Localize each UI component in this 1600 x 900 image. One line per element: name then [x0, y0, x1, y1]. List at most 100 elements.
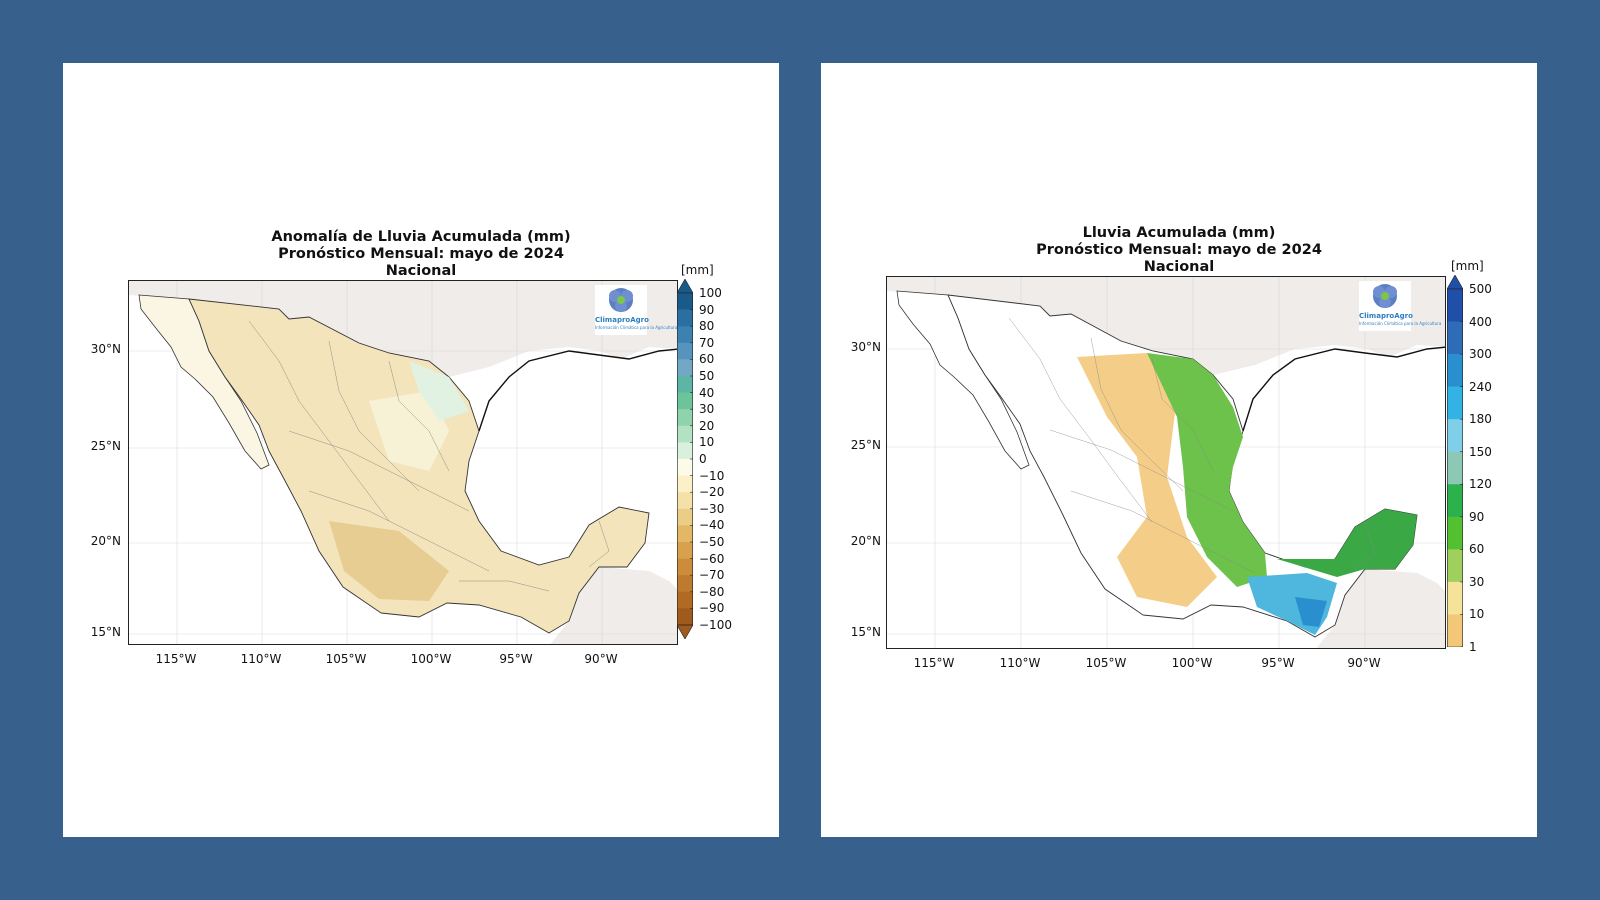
lon-tick: 100°W [410, 652, 452, 666]
lon-tick: 95°W [1261, 656, 1295, 670]
colorbar-segment [677, 442, 693, 460]
colorbar-tick-label: −50 [699, 535, 725, 549]
logo-subtitle: Información Climática para la Agricultur… [595, 325, 678, 330]
colorbar-tick-label: 90 [1469, 509, 1485, 524]
colorbar-tick-label: 30 [1469, 574, 1485, 589]
anomaly-map-svg [129, 281, 677, 644]
colorbar-segment [677, 525, 693, 543]
colorbar-segment [677, 293, 693, 310]
lon-tick: 100°W [1171, 656, 1213, 670]
colorbar-tick-label: 240 [1469, 379, 1492, 394]
colorbar-segment [1447, 516, 1463, 550]
colorbar-tick-label: −40 [699, 518, 725, 533]
lat-tick: 30°N [90, 342, 121, 356]
usa-landmass [129, 281, 677, 377]
anomaly-neutral-region [369, 391, 449, 471]
colorbar-segment [677, 558, 693, 576]
logo-text: ClimaproAgro [595, 316, 649, 324]
colorbar-segment [677, 376, 693, 393]
yucatan-rain-region [1277, 509, 1417, 577]
anomaly-dry-region [329, 521, 449, 601]
rain-10-30-region [1077, 353, 1217, 607]
colorbar-tick-label: −10 [699, 468, 725, 483]
colorbar-tick-label: −30 [699, 501, 725, 516]
colorbar-tick-label: 60 [1469, 542, 1485, 557]
colorbar-segment [677, 492, 693, 510]
colorbar-tick-label: 40 [699, 385, 715, 400]
colorbar-segment [677, 475, 693, 493]
colorbar-segment [677, 359, 693, 377]
map-title-line-2: Pronóstico Mensual: mayo de 2024 [278, 246, 564, 262]
us-gulf-coastline [478, 348, 677, 432]
colorbar-segment [677, 459, 693, 476]
colorbar-segment [677, 392, 693, 410]
colorbar-tick-label: 70 [699, 335, 715, 350]
rainfall-colorbar [1447, 275, 1463, 647]
colorbar-tick-label: 150 [1469, 444, 1492, 459]
colorbar-tick-label: 500 [1469, 282, 1492, 296]
colorbar-segment [1447, 354, 1463, 387]
colorbar-segment [1447, 386, 1463, 420]
map-title-line-1: Anomalía de Lluvia Acumulada (mm) [271, 229, 571, 245]
anomaly-map: ClimaproAgro Información Climática para … [128, 280, 678, 645]
map-title-line-1: Lluvia Acumulada (mm) [1082, 225, 1276, 241]
rainfall-map-svg [887, 277, 1445, 648]
colorbar-tick-label: 180 [1469, 412, 1492, 427]
rain-240-400-region [1295, 597, 1327, 627]
anomaly-colorbar [677, 279, 693, 639]
colorbar-segment [677, 326, 693, 344]
colorbar-tick-label: 300 [1469, 347, 1492, 362]
colorbar-tick-label: −70 [699, 568, 725, 583]
lon-tick: 110°W [999, 656, 1041, 670]
colorbar-segment [1447, 549, 1463, 583]
us-gulf-coastline [1242, 346, 1445, 432]
colorbar-unit: [mm] [1451, 259, 1484, 273]
lon-tick: 95°W [499, 652, 533, 666]
colorbar-top-arrow [677, 279, 693, 294]
anomaly-wet-region [409, 361, 469, 421]
colorbar-unit: [mm] [681, 263, 714, 277]
colorbar-segment [1447, 614, 1463, 647]
lon-tick: 105°W [1085, 656, 1127, 670]
colorbar-segment [677, 542, 693, 559]
colorbar-segment [1447, 289, 1463, 322]
colorbar-tick-label: −60 [699, 551, 725, 566]
map-title-line-3: Nacional [385, 263, 457, 279]
colorbar-segment [677, 425, 693, 443]
lat-tick: 20°N [850, 534, 881, 548]
anomaly-map-panel: Anomalía de Lluvia Acumulada (mm) Pronós… [63, 63, 779, 837]
rainfall-map: ClimaproAgro Información Climática para … [886, 276, 1446, 649]
lon-tick: 110°W [240, 652, 282, 666]
colorbar-segment [677, 508, 693, 526]
colorbar-tick-label: 0 [699, 452, 707, 466]
colorbar-tick-label: −20 [699, 485, 725, 500]
colorbar-tick-label: 100 [699, 286, 722, 300]
colorbar-segment [677, 608, 693, 626]
central-america-landmass [550, 567, 677, 644]
lat-tick: 30°N [850, 340, 881, 354]
colorbar-tick-label: −100 [699, 618, 732, 632]
colorbar-tick-label: 50 [699, 369, 715, 383]
central-america-landmass [1316, 569, 1445, 648]
climaproagro-logo: ClimaproAgro Información Climática para … [595, 285, 678, 335]
colorbar-tick-label: 30 [699, 402, 715, 417]
colorbar-top-arrow [1447, 275, 1463, 290]
logo-text: ClimaproAgro [1359, 312, 1413, 320]
logo-subtitle: Información Climática para la Agricultur… [1359, 321, 1442, 326]
colorbar-tick-label: 1 [1469, 640, 1477, 654]
colorbar-tick-label: 90 [699, 302, 715, 317]
colorbar-segment [677, 409, 693, 427]
lon-tick: 105°W [325, 652, 367, 666]
colorbar-tick-label: −90 [699, 601, 725, 616]
lat-tick: 15°N [850, 625, 881, 639]
colorbar-tick-label: 120 [1469, 477, 1492, 492]
colorbar-outline [1447, 288, 1463, 647]
lon-tick: 115°W [913, 656, 955, 670]
flower-logo-icon [1373, 284, 1397, 308]
colorbar-segment [1447, 419, 1463, 453]
rainfall-map-panel: Lluvia Acumulada (mm) Pronóstico Mensual… [821, 63, 1537, 837]
map-title-line-3: Nacional [1143, 259, 1215, 275]
lat-tick: 20°N [90, 534, 121, 548]
colorbar-tick-label: 10 [699, 435, 715, 450]
colorbar-tick-label: 400 [1469, 314, 1492, 329]
